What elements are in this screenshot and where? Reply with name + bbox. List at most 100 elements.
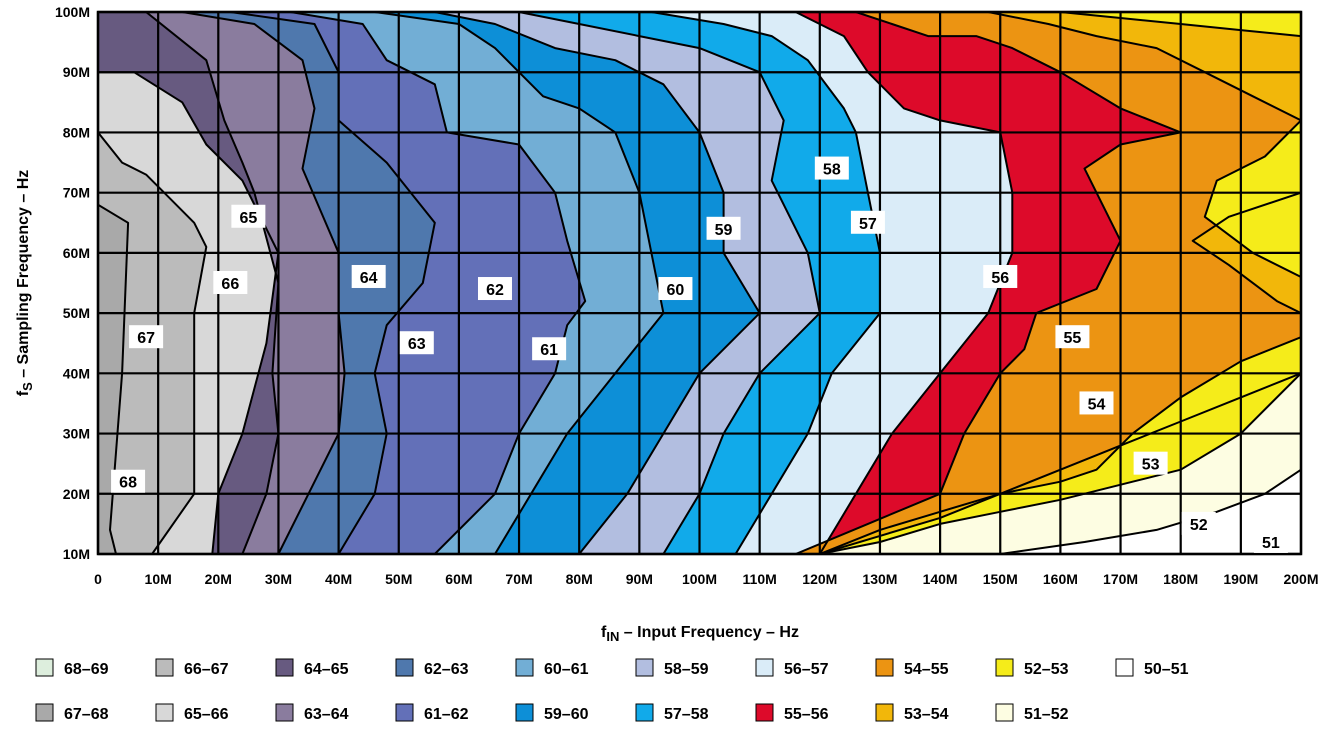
contour-label-56: 56	[983, 264, 1018, 288]
legend-item-51-52: 51–52	[995, 703, 1069, 723]
contour-label-68: 68	[111, 469, 146, 493]
legend-swatch	[635, 703, 654, 722]
legend-item-58-59: 58–59	[635, 658, 709, 678]
legend-label: 58–59	[664, 661, 709, 678]
grid-lines	[96, 10, 1303, 556]
x-tick-label: 80M	[566, 571, 593, 587]
y-tick-label: 20M	[63, 486, 90, 502]
contour-label-text: 54	[1088, 396, 1106, 413]
y-tick-label: 80M	[63, 124, 90, 140]
legend-swatch	[155, 703, 174, 722]
legend-item-54-55: 54–55	[875, 658, 949, 678]
legend-swatch	[755, 658, 774, 677]
x-tick-label: 160M	[1043, 571, 1078, 587]
legend-label: 68–69	[64, 661, 109, 678]
contour-label-65: 65	[231, 204, 266, 228]
band-50-51	[1000, 12, 1301, 554]
legend-label: 55–56	[784, 706, 829, 723]
legend-item-68-69: 68–69	[35, 658, 109, 678]
x-tick-label: 40M	[325, 571, 352, 587]
contour-label-text: 62	[486, 282, 504, 299]
x-tick-label: 60M	[445, 571, 472, 587]
contour-label-62: 62	[477, 277, 512, 301]
contour-bands	[98, 12, 1301, 554]
legend-item-60-61: 60–61	[515, 658, 589, 678]
contour-label-text: 67	[137, 330, 155, 347]
legend-item-65-66: 65–66	[155, 703, 229, 723]
legend-swatch	[1115, 658, 1134, 677]
contour-label-60: 60	[658, 277, 693, 301]
legend-label: 53–54	[904, 706, 949, 723]
contour-line-55-56to54-55	[783, 12, 1182, 554]
legend-label: 51–52	[1024, 706, 1069, 723]
y-axis-title-rest: – Sampling Frequency – Hz	[15, 170, 32, 383]
x-tick-label: 100M	[682, 571, 717, 587]
contour-label-text: 52	[1190, 517, 1208, 534]
legend-item-57-58: 57–58	[635, 703, 709, 723]
legend-label: 65–66	[184, 706, 229, 723]
contour-label-text: 59	[715, 222, 733, 239]
x-tick-label: 170M	[1103, 571, 1138, 587]
x-tick-label: 110M	[743, 571, 777, 587]
legend-swatch	[635, 658, 654, 677]
legend-item-67-68: 67–68	[35, 703, 109, 723]
x-tick-label: 180M	[1163, 571, 1198, 587]
contour-line-54-55to53-54	[819, 12, 1301, 554]
contour-line-61-62to60-61	[290, 12, 587, 554]
x-tick-label: 20M	[205, 571, 232, 587]
legend-item-56-57: 56–57	[755, 658, 829, 678]
legend-swatch	[995, 658, 1014, 677]
x-tick-label: 130M	[862, 571, 897, 587]
x-axis-title-f: f	[601, 624, 607, 641]
y-tick-label: 10M	[63, 546, 90, 562]
x-axis-title-sub: IN	[606, 629, 619, 644]
contour-label-63: 63	[399, 331, 434, 355]
legend-label: 52–53	[1024, 661, 1069, 678]
x-tick-label: 30M	[265, 571, 292, 587]
y-tick-label: 100M	[55, 4, 90, 20]
contour-label-text: 58	[823, 162, 841, 179]
contour-label-text: 51	[1262, 535, 1280, 552]
legend-label: 59–60	[544, 706, 589, 723]
contour-line-53-54to52-53	[819, 12, 1301, 554]
y-axis-title-f: f	[15, 390, 32, 396]
x-tick-label: 10M	[145, 571, 172, 587]
x-tick-label: 70M	[505, 571, 532, 587]
contour-line-57-58to56-57	[579, 12, 881, 554]
x-tick-labels: 0 10M 20M 30M 40M 50M 60M 70M 80M 90M 100M 110M 120M…	[94, 571, 1318, 587]
y-tick-label: 50M	[63, 305, 90, 321]
contour-label-59: 59	[706, 216, 741, 240]
x-tick-label: 90M	[626, 571, 653, 587]
x-axis-title: fIN – Input Frequency – Hz	[601, 624, 799, 644]
contour-label-text: 55	[1064, 330, 1082, 347]
legend-swatch	[35, 658, 54, 677]
legend-item-62-63: 62–63	[395, 658, 469, 678]
contour-label-55: 55	[1055, 325, 1090, 349]
legend-swatch	[875, 703, 894, 722]
legend-swatch	[35, 703, 54, 722]
x-tick-label: 190M	[1223, 571, 1258, 587]
contour-label-text: 56	[991, 270, 1009, 287]
legend-swatch	[395, 658, 414, 677]
legend-label: 50–51	[1144, 661, 1189, 678]
legend-item-66-67: 66–67	[155, 658, 229, 678]
contour-label-text: 66	[221, 276, 239, 293]
legend-swatch	[515, 703, 534, 722]
contour-label-54: 54	[1079, 391, 1114, 415]
y-axis-title: fS – Sampling Frequency – Hz	[15, 170, 35, 397]
contour-label-58: 58	[814, 156, 849, 180]
x-tick-label: 120M	[802, 571, 837, 587]
contour-label-53: 53	[1133, 451, 1168, 475]
x-tick-label: 200M	[1283, 571, 1318, 587]
y-tick-label: 30M	[63, 426, 90, 442]
legend-label: 63–64	[304, 706, 349, 723]
contour-label-text: 57	[859, 216, 877, 233]
legend-item-63-64: 63–64	[275, 703, 349, 723]
legend-swatch	[275, 658, 294, 677]
plot-frame	[96, 10, 1303, 556]
legend-label: 60–61	[544, 661, 589, 678]
y-tick-label: 40M	[63, 365, 90, 381]
contour-label-text: 65	[239, 210, 257, 227]
legend-label: 61–62	[424, 706, 469, 723]
